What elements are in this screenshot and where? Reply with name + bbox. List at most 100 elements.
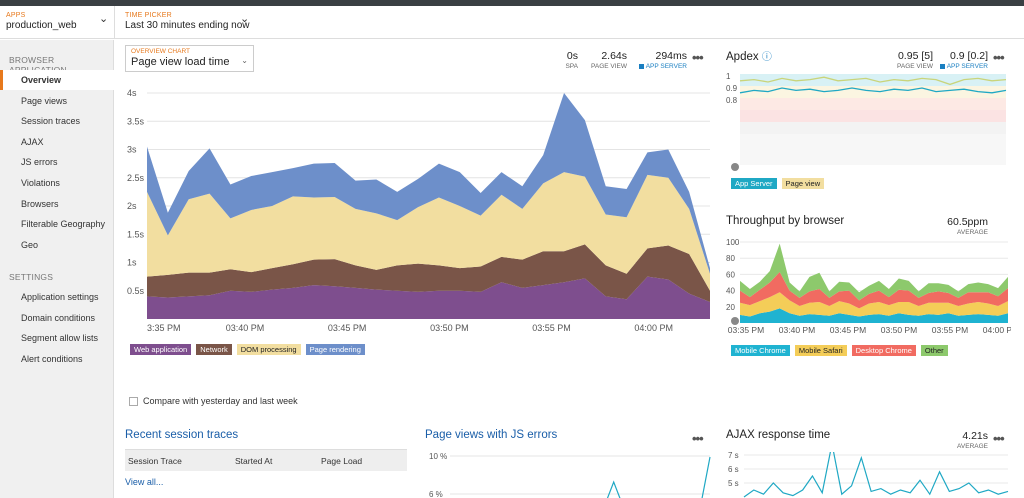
throughput-chart: 20 40 60 80 100 03:35 PM 03:40 PM 03:45 PM 03:50…: [726, 238, 1011, 335]
legend-page-rendering[interactable]: Page rendering: [305, 344, 365, 355]
sidebar-item-browsers[interactable]: Browsers: [21, 199, 59, 209]
throughput-average: 60.5ppm AVERAGE: [920, 216, 988, 236]
chevron-down-icon: ⌄: [241, 56, 248, 65]
top-nav: APPS production_web ⌄ TIME PICKER Last 3…: [0, 6, 1024, 39]
x-tick-label: 04:00 PM: [634, 323, 673, 333]
sidebar-item-page-views[interactable]: Page views: [21, 96, 68, 106]
metric-value: 0s: [566, 50, 578, 62]
metric-value: 2.64s: [601, 50, 627, 62]
column-page-load[interactable]: Page Load: [321, 456, 363, 466]
page-view-load-time-chart: 0.5s 1s 1.5s 2s 2.5s 3s 3.5s 4s 3:35 PM 03:40 PM 0…: [127, 88, 710, 333]
y-tick-label: 1.5s: [127, 229, 145, 239]
metric-label: SPA: [565, 63, 578, 70]
metric-value: 60.5ppm: [947, 216, 988, 228]
more-options-icon[interactable]: •••: [993, 431, 1005, 446]
area-mobile-safari: [740, 292, 1008, 317]
sidebar-item-domain-conditions[interactable]: Domain conditions: [21, 313, 96, 323]
legend-mobile-chrome[interactable]: Mobile Chrome: [731, 345, 790, 356]
metric-label: PAGE VIEW: [897, 63, 933, 70]
throughput-legend: Mobile Chrome Mobile Safari Desktop Chro…: [731, 345, 948, 356]
traces-table-header: Session Trace Started At Page Load: [125, 449, 407, 471]
legend-network[interactable]: Network: [196, 344, 232, 355]
metric-page-view: 2.64s PAGE VIEW: [585, 50, 627, 70]
chevron-down-icon[interactable]: ⌄: [240, 13, 250, 25]
more-options-icon[interactable]: •••: [692, 431, 704, 446]
metric-label: PAGE VIEW: [591, 63, 627, 70]
top-dark-bar: [0, 0, 1024, 6]
ajax-average: 4.21s AVERAGE: [940, 430, 988, 450]
time-picker[interactable]: TIME PICKER Last 30 minutes ending now: [125, 12, 250, 31]
x-tick-label: 03:55 PM: [932, 325, 968, 335]
sidebar: BROWSER APPLICATION Overview Page views …: [0, 40, 114, 498]
legend-dom-processing[interactable]: DOM processing: [236, 344, 301, 355]
apdex-title: Apdex ⓘ: [726, 48, 772, 63]
metric-app-server: 294ms APP SERVER: [635, 50, 687, 70]
selector-value: Page view load time: [131, 56, 230, 68]
y-tick-label: 4s: [127, 88, 137, 98]
apdex-app-server: 0.9 [0.2] APP SERVER: [938, 50, 988, 70]
legend-mobile-safari[interactable]: Mobile Safari: [794, 345, 847, 356]
sidebar-item-application-settings[interactable]: Application settings: [21, 292, 99, 302]
column-session-trace[interactable]: Session Trace: [128, 456, 182, 466]
more-options-icon[interactable]: •••: [993, 50, 1005, 65]
apdex-page-view: 0.95 [5] PAGE VIEW: [885, 50, 933, 70]
x-tick-label: 03:40 PM: [779, 325, 815, 335]
js-errors-chart: 6 % 10 %: [429, 452, 711, 498]
y-tick-label: 0.9: [726, 84, 738, 93]
apdex-band: [740, 134, 1006, 165]
legend-desktop-chrome[interactable]: Desktop Chrome: [851, 345, 916, 356]
sidebar-item-js-errors[interactable]: JS errors: [21, 157, 58, 167]
y-tick-label: 1: [726, 72, 731, 81]
compare-label: Compare with yesterday and last week: [143, 396, 298, 406]
help-icon[interactable]: ⓘ: [761, 52, 772, 63]
y-tick-label: 20: [726, 303, 735, 312]
metric-label: APP SERVER: [645, 63, 687, 70]
apdex-title-text: Apdex: [726, 51, 759, 63]
sidebar-item-filterable-geography[interactable]: Filterable Geography: [21, 219, 106, 229]
y-tick-label: 0.5s: [127, 286, 145, 296]
x-tick-label: 3:35 PM: [147, 323, 181, 333]
legend-page-view[interactable]: Page view: [781, 178, 825, 189]
overview-chart-selector[interactable]: OVERVIEW CHART Page view load time ⌄: [125, 45, 254, 72]
area-mobile-chrome: [740, 308, 1008, 323]
line-ajax-response: [743, 452, 1009, 498]
recent-traces-title[interactable]: Recent session traces: [125, 429, 239, 441]
sidebar-item-session-traces[interactable]: Session traces: [21, 116, 81, 126]
x-tick-label: 03:50 PM: [430, 323, 469, 333]
metric-spa: 0s SPA: [540, 50, 578, 70]
ajax-chart: 5 s 6 s 7 s: [728, 452, 1009, 498]
metric-label: AVERAGE: [957, 229, 988, 236]
legend-other[interactable]: Other: [920, 345, 948, 356]
x-tick-label: 03:55 PM: [532, 323, 571, 333]
zoom-handle-icon: [731, 317, 739, 325]
sidebar-item-violations[interactable]: Violations: [21, 178, 60, 188]
more-options-icon[interactable]: •••: [692, 50, 704, 65]
x-tick-label: 03:45 PM: [328, 323, 367, 333]
js-errors-title[interactable]: Page views with JS errors: [425, 429, 558, 441]
apdex-band: [740, 98, 1006, 110]
sidebar-item-alert-conditions[interactable]: Alert conditions: [21, 354, 83, 364]
zoom-handle-icon: [731, 163, 739, 171]
compare-checkbox[interactable]: [129, 397, 138, 406]
y-tick-label: 80: [726, 254, 735, 263]
y-tick-label: 7 s: [728, 452, 739, 460]
apdex-chart: 0.8 0.9 1: [726, 72, 1007, 171]
legend-web-application[interactable]: Web application: [130, 344, 192, 355]
y-tick-label: 10 %: [429, 452, 447, 461]
sidebar-item-geo[interactable]: Geo: [21, 240, 39, 250]
apps-picker[interactable]: APPS production_web: [6, 12, 77, 31]
sidebar-item-segment-allow-lists[interactable]: Segment allow lists: [21, 333, 99, 343]
line-page-view: [739, 76, 1007, 86]
chevron-down-icon[interactable]: ⌄: [99, 13, 109, 25]
area-dom-processing: [147, 172, 710, 291]
y-tick-label: 2s: [127, 201, 137, 211]
legend-app-server[interactable]: App Server: [731, 178, 777, 189]
sidebar-item-ajax[interactable]: AJAX: [21, 137, 44, 147]
column-started-at[interactable]: Started At: [235, 456, 273, 466]
view-all-link[interactable]: View all...: [125, 477, 164, 487]
apdex-band: [740, 110, 1006, 122]
y-tick-label: 0.8: [726, 96, 738, 105]
metric-value: 0.95 [5]: [897, 50, 933, 62]
sidebar-item-overview[interactable]: Overview: [0, 70, 114, 90]
y-tick-label: 6 s: [728, 465, 739, 474]
